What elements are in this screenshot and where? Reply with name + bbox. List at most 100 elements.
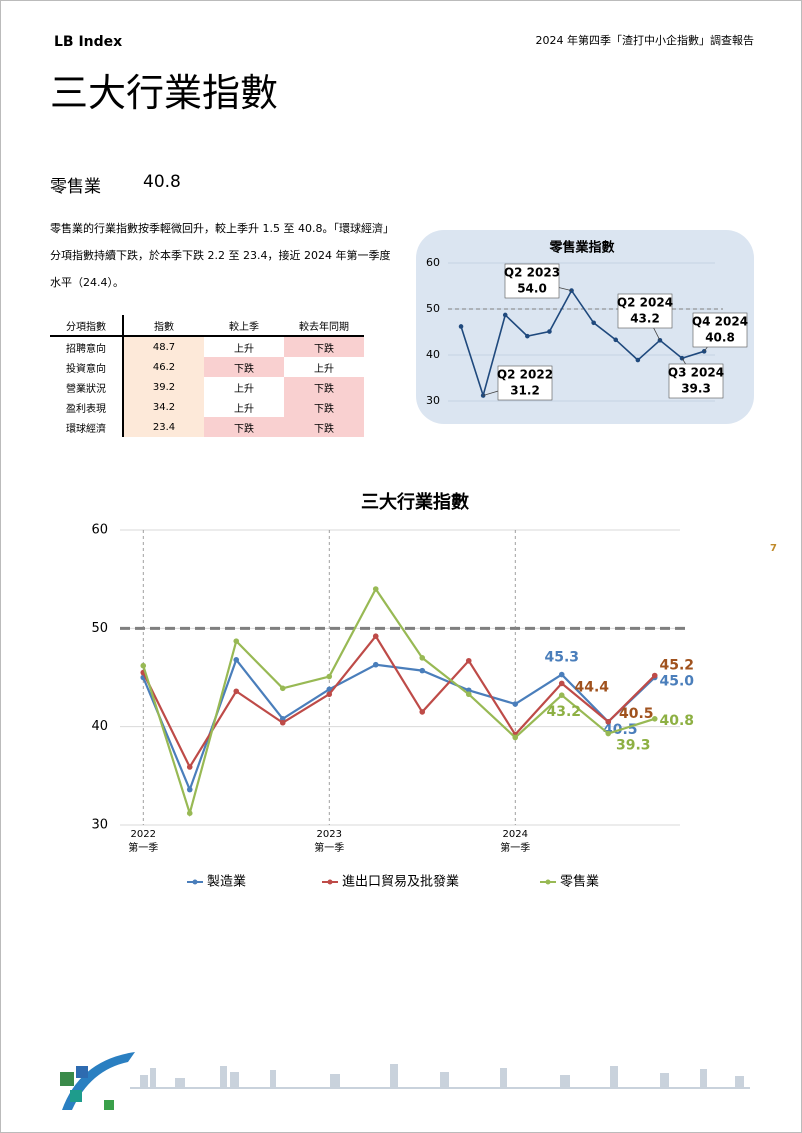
- data-point: [419, 709, 426, 715]
- series-line: [460, 289, 705, 399]
- y-tick-label: 30: [426, 394, 440, 407]
- data-point: [279, 719, 286, 726]
- cell: 下跌: [284, 417, 364, 437]
- data-point: [186, 764, 193, 770]
- x-tick-label: 2023 第一季: [314, 829, 345, 854]
- data-point: [651, 672, 658, 679]
- data-point: [512, 734, 519, 741]
- report-title: 2024 年第四季「渣打中小企指數」調查報告: [535, 34, 755, 47]
- cell: 23.4: [123, 417, 204, 437]
- page-number: 7: [770, 543, 777, 554]
- annotation-box: [668, 363, 724, 399]
- annotation-label: Q4 2024: [692, 315, 748, 329]
- column-header: 較上季: [204, 315, 284, 337]
- cell: 盈利表現: [50, 397, 124, 417]
- x-tick-label: 2024 第一季: [500, 829, 531, 854]
- data-point: [186, 786, 193, 793]
- y-tick-label: 50: [426, 302, 440, 315]
- data-label: 39.3: [616, 738, 651, 754]
- y-tick-label: 40: [91, 719, 108, 734]
- data-point: [651, 716, 658, 722]
- data-point: [512, 701, 519, 707]
- cell: 46.2: [123, 357, 204, 377]
- data-point: [657, 337, 663, 343]
- data-point: [635, 357, 641, 363]
- annotation-box: [497, 365, 553, 401]
- cell: 上升: [234, 403, 254, 415]
- legend-label: 進出口貿易及批發業: [342, 874, 459, 890]
- data-point: [233, 638, 240, 644]
- y-tick-label: 40: [426, 348, 440, 361]
- series-line: [142, 586, 656, 818]
- cell: 環球經濟: [50, 417, 124, 437]
- data-point: [419, 655, 426, 661]
- data-point: [465, 657, 472, 664]
- data-point: [547, 329, 552, 334]
- data-point: [326, 673, 333, 680]
- cell: 上升: [234, 383, 254, 395]
- data-point: [326, 686, 333, 693]
- data-point: [465, 691, 472, 698]
- annotation-label: Q3 2024: [668, 366, 724, 380]
- data-point: [558, 671, 565, 678]
- logo: LB Index: [54, 34, 123, 50]
- data-point: [140, 662, 147, 669]
- chart-title: 三大行業指數: [361, 491, 469, 513]
- annotation-box: [504, 263, 560, 299]
- cell: 下跌: [284, 397, 364, 417]
- data-point: [372, 633, 379, 639]
- annotation-value: 54.0: [517, 282, 547, 296]
- chart-title: 零售業指數: [548, 240, 614, 256]
- annotation-label: Q2 2023: [504, 266, 560, 280]
- data-point: [558, 680, 565, 687]
- data-point: [458, 324, 464, 329]
- data-label: 40.5: [619, 706, 654, 722]
- skyline: [130, 1064, 750, 1089]
- y-tick-label: 60: [426, 256, 440, 269]
- paragraph: 零售業的行業指數按季輕微回升，較上季升 1.5 至 40.8。「環球經濟」分項指…: [50, 222, 394, 289]
- annotation-label: Q2 2022: [497, 368, 553, 382]
- data-point: [465, 687, 472, 694]
- annotation-value: 31.2: [510, 384, 540, 398]
- legend-swatch: [192, 879, 198, 885]
- data-point: [186, 810, 193, 816]
- data-label: 45.0: [659, 674, 694, 690]
- section-name: 零售業: [50, 177, 101, 197]
- column-header: 指數: [123, 315, 204, 337]
- data-point: [279, 685, 286, 692]
- data-point: [233, 688, 240, 695]
- data-label: 44.4: [574, 679, 609, 695]
- annotation-value: 39.3: [681, 382, 711, 396]
- annotation-label: Q2 2024: [617, 296, 673, 310]
- legend-swatch: [545, 879, 551, 885]
- logo-graphic: [60, 1052, 135, 1110]
- data-label: 40.8: [659, 713, 694, 729]
- cell: 34.2: [123, 397, 204, 417]
- annotation-value: 43.2: [630, 312, 660, 326]
- cell: 下跌: [284, 336, 364, 357]
- y-tick-label: 30: [91, 818, 108, 833]
- cell: 投資意向: [50, 357, 124, 377]
- legend-swatch: [327, 879, 333, 885]
- cell: 48.7: [123, 336, 204, 357]
- index-table: 分項指數 指數 較上季 較去年同期 招聘意向 48.7 上升 下跌 投資意向 46.2 下跌 上升…: [50, 315, 364, 437]
- legend-label: 零售業: [560, 874, 599, 890]
- data-point: [558, 692, 565, 698]
- annotation-box: [692, 312, 748, 348]
- series-line: [142, 634, 656, 770]
- data-point: [372, 661, 379, 668]
- cell: 下跌: [204, 357, 284, 377]
- cell: 下跌: [204, 417, 284, 437]
- annotation-box: [617, 293, 673, 329]
- cell: 上升: [234, 343, 254, 355]
- data-label: 43.2: [546, 704, 581, 720]
- cell: 上升: [314, 363, 334, 375]
- cell: 39.2: [123, 377, 204, 397]
- x-tick-label: 2022 第一季: [128, 829, 159, 854]
- data-point: [372, 586, 379, 592]
- cell: 營業狀況: [50, 377, 124, 397]
- data-point: [613, 337, 619, 343]
- page-title: 三大行業指數: [50, 71, 279, 115]
